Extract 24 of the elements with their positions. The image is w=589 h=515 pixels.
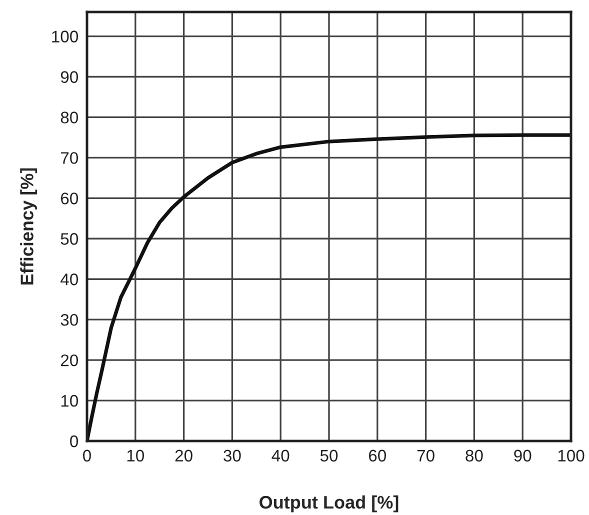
x-tick-label: 20 <box>175 450 192 462</box>
y-tick-label: 20 <box>60 354 78 366</box>
x-tick-label: 70 <box>417 450 434 462</box>
x-tick-label: 30 <box>224 450 241 462</box>
y-tick-label: 50 <box>60 233 78 245</box>
x-tick-label: 40 <box>272 450 290 462</box>
y-tick-label: 30 <box>60 314 78 326</box>
x-tick-label: 0 <box>83 450 91 462</box>
y-tick-label: 70 <box>60 152 78 164</box>
y-axis-title: Efficiency [%] <box>20 168 37 284</box>
x-tick-label: 60 <box>368 450 386 462</box>
x-tick-label: 80 <box>466 450 483 462</box>
x-tick-label: 10 <box>127 450 144 462</box>
x-tick-label: 100 <box>558 450 584 462</box>
x-axis-title: Output Load [%] <box>260 495 398 512</box>
y-tick-label: 60 <box>60 192 78 204</box>
y-tick-label: 0 <box>70 435 78 448</box>
x-tick-label: 50 <box>320 450 338 462</box>
y-tick-label: 80 <box>60 112 78 124</box>
y-tick-label: 90 <box>60 71 78 83</box>
y-tick-label: 40 <box>60 274 78 286</box>
y-tick-label: 100 <box>52 30 78 42</box>
y-tick-label: 10 <box>61 394 78 407</box>
x-tick-label: 90 <box>514 450 532 462</box>
